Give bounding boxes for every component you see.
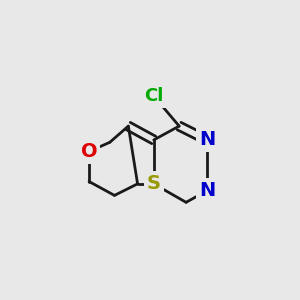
Text: N: N: [199, 130, 215, 149]
Text: S: S: [147, 174, 161, 193]
Text: O: O: [81, 142, 98, 161]
Text: Cl: Cl: [144, 87, 164, 105]
Text: N: N: [199, 181, 215, 200]
